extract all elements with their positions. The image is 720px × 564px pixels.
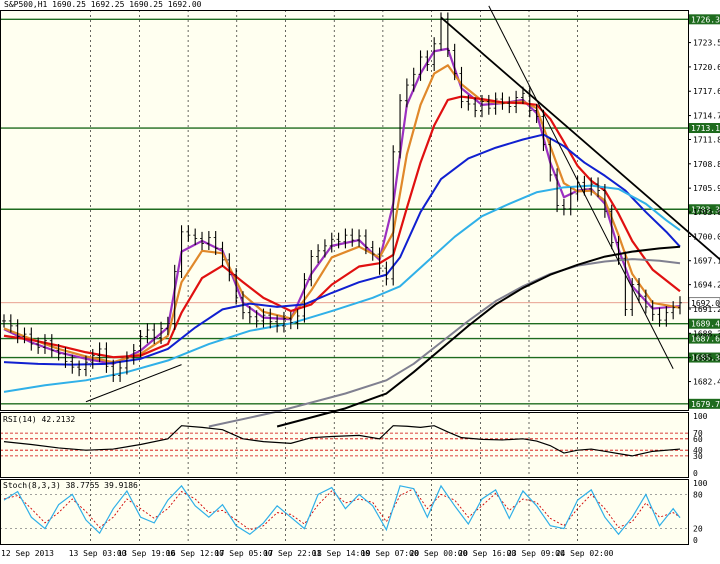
time-tick-label: 16 Sep 12:00 [166,549,224,558]
main-panel-frame [0,10,689,411]
rsi-panel-frame [0,412,689,478]
stoch-title: Stoch(8,3,3) 38.7755 39.9186 [3,481,138,490]
trendline [85,364,182,403]
level-tag-bg [689,123,720,134]
rsi-tick-label: 40 [693,446,703,455]
chart-title: S&P500,H1 1690.25 1692.25 1690.25 1692.0… [4,0,202,9]
stochastic-indicator: 100 80 20 0 [0,479,708,545]
level-tag-bg [689,204,720,215]
price-tick-label: 1711.80 [693,135,720,144]
time-tick-label: 24 Sep 02:00 [556,549,614,558]
level-tag-bg [689,398,720,409]
stoch-tick-label: 80 [693,490,703,499]
moving-average-line [276,245,681,428]
moving-average-line [208,258,681,428]
stoch-panel-frame [0,479,689,545]
stoch-tick-label: 0 [693,536,698,545]
price-tick-label: 1694.20 [693,281,720,290]
level-tag-label: 1692.00 [691,299,720,308]
rsi-line [3,425,681,457]
trendlines[interactable] [85,5,720,403]
level-tag-label: 1713.19 [691,124,720,133]
level-tag-label: 1703.34 [691,205,720,214]
price-tick-label: 1717.65 [693,87,720,96]
rsi-tick-label: 60 [693,435,703,444]
stoch-tick-label: 100 [693,479,708,488]
level-tag-bg [689,318,720,329]
time-tick-label: 20 Sep 00:00 [410,549,468,558]
price-tick-label: 1705.90 [693,184,720,193]
level-tag-label: 1679.75 [691,400,720,409]
price-tick-label: 1697.10 [693,257,720,266]
grid-lines [90,10,579,544]
time-tick-label: 19 Sep 07:00 [361,549,419,558]
time-tick-label: 17 Sep 05:00 [215,549,273,558]
price-tick-label: 1685.35 [693,354,720,363]
price-tick-label: 1691.25 [693,305,720,314]
level-tag-label: 1726.37 [691,15,720,24]
price-tick-label: 1703.00 [693,208,720,217]
stoch-main-line [3,484,681,536]
price-tick-label: 1688.30 [693,329,720,338]
price-tick-label: 1700.05 [693,232,720,241]
trendline [440,16,720,261]
price-tick-label: 1720.60 [693,63,720,72]
price-tick-label: 1723.55 [693,39,720,48]
rsi-title: RSI(14) 42.2132 [3,415,75,424]
time-tick-label: 12 Sep 2013 [1,549,54,558]
time-tick-label: 23 Sep 09:00 [507,549,565,558]
trendline [488,5,674,369]
main-panel-bg [0,10,688,410]
time-tick-label: 20 Sep 16:00 [458,549,516,558]
level-tag-bg [689,14,720,25]
moving-average-line [3,64,681,364]
moving-average-line [3,95,681,359]
price-tick-label: 1708.85 [693,160,720,169]
price-series [2,12,682,382]
rsi-tick-label: 100 [693,412,708,421]
level-tag-bg [689,333,720,344]
level-tag-label: 1687.66 [691,335,720,344]
stoch-tick-label: 20 [693,525,703,534]
rsi-panel-bg [0,412,688,477]
time-tick-label: 17 Sep 22:01 [264,549,322,558]
level-tag-bg [689,352,720,363]
stoch-panel-bg [0,479,688,544]
price-tick-label: 1682.45 [693,378,720,387]
level-tag-label: 1685.36 [691,354,720,363]
time-tick-label: 13 Sep 19:00 [117,549,175,558]
rsi-tick-label: 70 [693,429,703,438]
rsi-tick-label: 30 [693,452,703,461]
level-tag-label: 1689.46 [691,320,720,329]
time-tick-label: 18 Sep 14:00 [312,549,370,558]
rsi-tick-label: 0 [693,469,698,478]
time-tick-label: 13 Sep 03:00 [69,549,127,558]
price-tick-label: 1714.70 [693,112,720,121]
stoch-signal-line [3,488,681,531]
